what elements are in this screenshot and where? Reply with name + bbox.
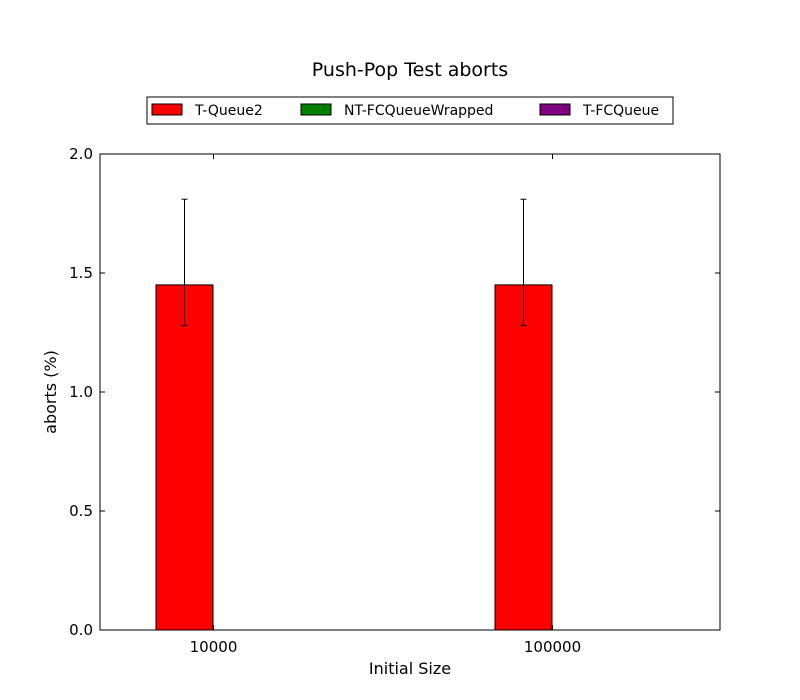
y-axis: 0.0 0.5 1.0 1.5 2.0 xyxy=(69,145,720,639)
y-tick-label-0: 0.0 xyxy=(69,621,93,639)
legend-swatch-2 xyxy=(539,103,571,116)
legend-box xyxy=(146,96,674,125)
legend-label-1: NT-FCQueueWrapped xyxy=(344,103,493,119)
y-axis-label: aborts (%) xyxy=(41,350,60,434)
legend-swatch-1 xyxy=(300,103,332,116)
y-tick-label-1: 0.5 xyxy=(69,502,93,520)
bars-group xyxy=(155,284,553,631)
y-tick-label-2: 1.0 xyxy=(69,383,93,401)
legend-label-2: T-FCQueue xyxy=(582,103,659,119)
x-tick-label-1: 100000 xyxy=(524,638,581,656)
bar-T-Queue2-100000 xyxy=(494,284,553,631)
legend-swatch-0 xyxy=(151,103,183,116)
x-axis: 10000 100000 xyxy=(190,154,581,656)
x-tick-label-0: 10000 xyxy=(190,638,238,656)
chart-title: Push-Pop Test aborts xyxy=(312,59,508,81)
legend: T-Queue2 NT-FCQueueWrapped T-FCQueue xyxy=(146,96,674,125)
y-tick-label-3: 1.5 xyxy=(69,264,93,282)
x-axis-label: Initial Size xyxy=(369,659,451,678)
error-bars-group xyxy=(181,198,527,326)
y-tick-label-4: 2.0 xyxy=(69,145,93,163)
legend-label-0: T-Queue2 xyxy=(194,103,263,119)
bar-T-Queue2-10000 xyxy=(155,284,214,631)
